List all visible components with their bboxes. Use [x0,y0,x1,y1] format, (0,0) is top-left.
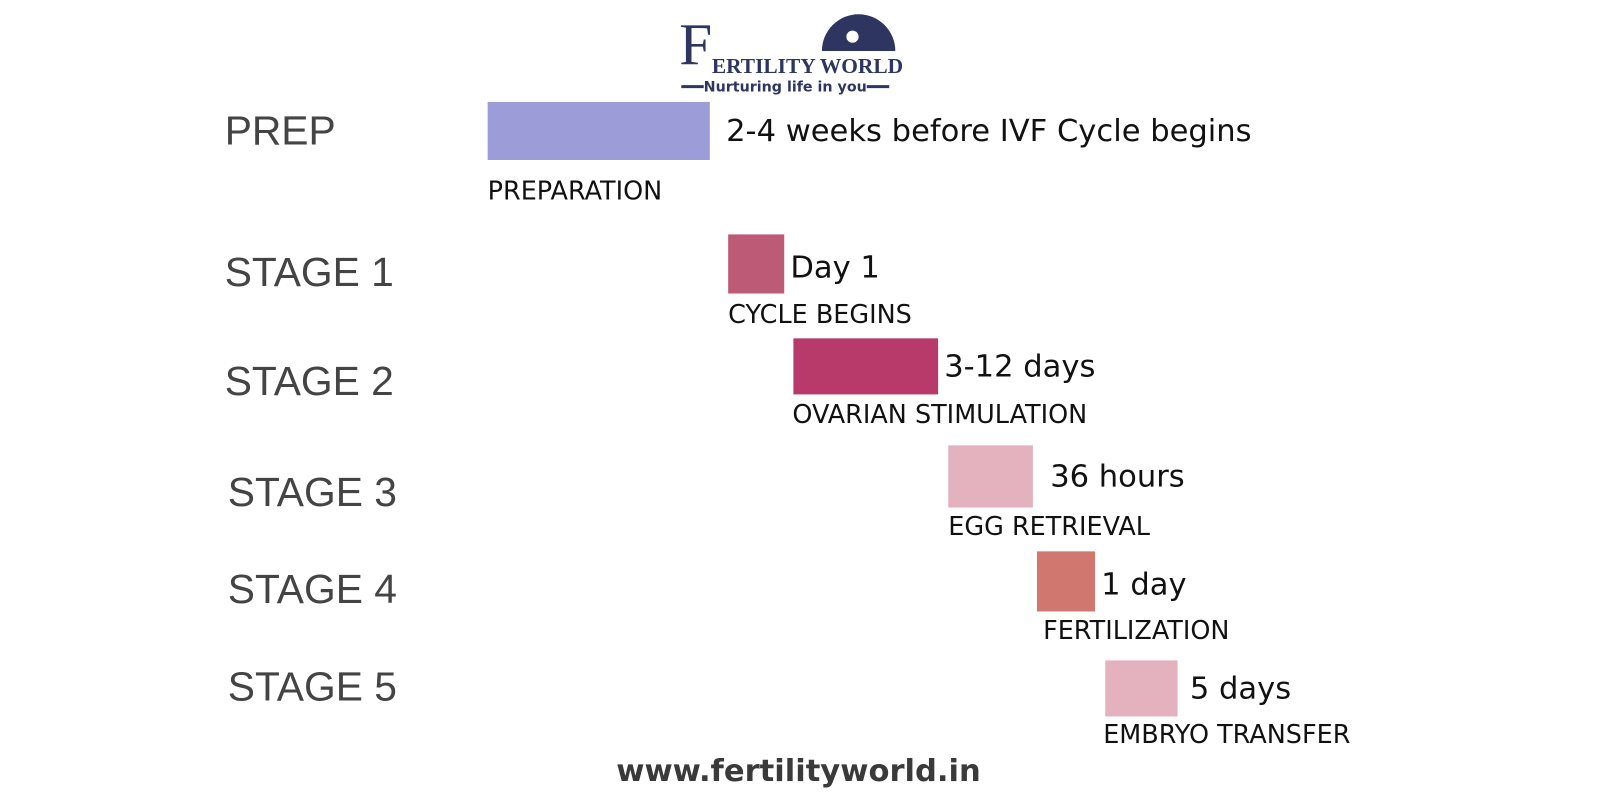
timeline: PREP 2-4 weeks before IVF Cycle begins PRE… [225,101,1350,750]
stage-bar [1105,660,1178,717]
stage-duration: 1 day [1101,568,1186,603]
stage-name: FERTILIZATION [1043,616,1229,646]
stage-label: STAGE 5 [228,664,397,710]
stage-label: STAGE 1 [225,249,394,295]
stage-bar [948,445,1033,508]
stage-label: STAGE 4 [228,566,397,612]
logo-initial: F [679,12,712,78]
stage-bar [793,338,939,395]
stage-name: OVARIAN STIMULATION [792,400,1087,430]
logo-tagline: Nurturing life in you [704,80,867,96]
stage-label: PREP [225,107,336,153]
stage-label: STAGE 3 [228,469,397,515]
stage-name: PREPARATION [488,177,663,207]
stage-duration: 5 days [1190,671,1291,706]
stage-duration: 3-12 days [944,349,1095,384]
logo-icon-dot [846,30,859,43]
stage-bar [728,234,785,294]
stage-bar [1036,551,1096,612]
stage-duration: Day 1 [790,251,880,286]
stage-bar [487,101,710,161]
stage-name: CYCLE BEGINS [728,300,912,330]
stage-name: EGG RETRIEVAL [948,512,1151,542]
logo: F ERTILITY WORLD Nurturing life in you [679,12,903,96]
logo-name: ERTILITY WORLD [712,54,903,78]
stage-duration: 2-4 weeks before IVF Cycle begins [726,114,1252,149]
logo-icon [821,14,896,51]
footer-url: www.fertilityworld.in [616,754,981,789]
stage-label: STAGE 2 [225,358,394,404]
stage-duration: 36 hours [1050,459,1185,494]
stage-name: EMBRYO TRANSFER [1103,720,1350,750]
